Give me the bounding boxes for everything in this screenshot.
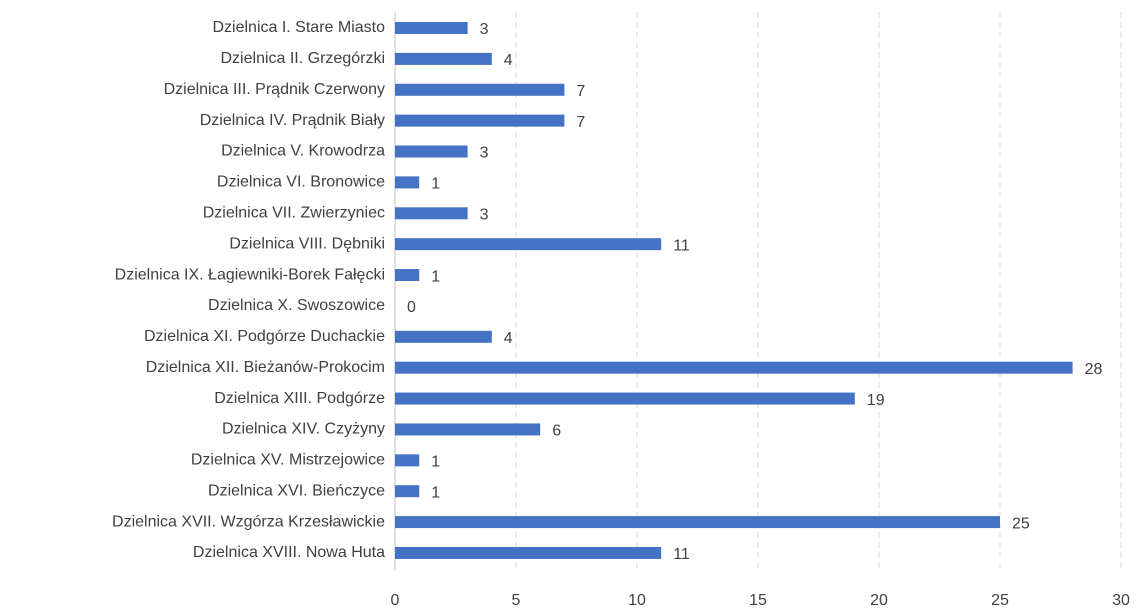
bar [395, 22, 468, 34]
data-label: 7 [576, 83, 585, 100]
data-label: 1 [431, 268, 440, 285]
y-tick-label: Dzielnica XI. Podgórze Duchackie [144, 328, 385, 345]
bar [395, 330, 492, 343]
data-label: 28 [1085, 361, 1103, 378]
x-tick-label: 20 [870, 592, 888, 609]
y-tick-label: Dzielnica IV. Prądnik Biały [200, 112, 385, 129]
y-tick-label: Dzielnica III. Prądnik Czerwony [164, 81, 385, 98]
data-label: 3 [480, 145, 489, 162]
data-label: 1 [431, 176, 440, 193]
bar [395, 392, 855, 405]
bar [395, 454, 420, 467]
y-tick-label: Dzielnica XV. Mistrzejowice [191, 452, 385, 469]
bar [395, 176, 420, 189]
x-tick-label: 0 [391, 592, 400, 609]
x-tick-label: 5 [512, 592, 521, 609]
bar [395, 361, 1073, 374]
y-tick-label: Dzielnica V. Krowodrza [221, 143, 385, 160]
y-tick-label: Dzielnica VIII. Dębniki [229, 235, 385, 252]
bar [395, 423, 541, 436]
data-label: 0 [407, 299, 416, 316]
y-tick-label: Dzielnica XII. Bieżanów-Prokocim [146, 359, 385, 376]
x-tick-label: 25 [991, 592, 1009, 609]
data-label: 19 [867, 392, 885, 409]
y-tick-label: Dzielnica I. Stare Miasto [212, 19, 385, 36]
bar [395, 52, 492, 65]
y-tick-label: Dzielnica XIV. Czyżyny [222, 421, 385, 438]
bar [395, 238, 662, 251]
data-label: 6 [552, 423, 561, 440]
x-tick-label: 30 [1112, 592, 1130, 609]
bar [395, 485, 420, 498]
y-tick-label: Dzielnica IX. Łagiewniki-Borek Fałęcki [115, 266, 385, 283]
bar [395, 145, 468, 158]
y-tick-label: Dzielnica XVI. Bieńczyce [208, 482, 385, 499]
data-label: 1 [431, 454, 440, 471]
data-label: 4 [504, 330, 513, 347]
bar [395, 516, 1000, 529]
bar [395, 546, 662, 559]
y-tick-label: Dzielnica XVII. Wzgórza Krzesławickie [112, 513, 385, 530]
data-label: 3 [480, 206, 489, 223]
y-tick-label: Dzielnica VII. Zwierzyniec [203, 204, 385, 221]
y-tick-label: Dzielnica II. Grzegórzki [221, 50, 386, 67]
data-label: 11 [673, 237, 690, 254]
y-tick-label: Dzielnica XVIII. Nowa Huta [193, 544, 385, 561]
bar [395, 269, 420, 282]
bar [395, 83, 565, 96]
x-tick-label: 10 [628, 592, 646, 609]
data-label: 11 [673, 546, 690, 563]
data-label: 3 [480, 21, 489, 38]
y-tick-label: Dzielnica XIII. Podgórze [214, 390, 385, 407]
bar [395, 114, 565, 127]
data-label: 7 [576, 114, 585, 131]
data-label: 4 [504, 52, 513, 69]
data-label: 25 [1012, 515, 1030, 532]
x-tick-label: 15 [749, 592, 767, 609]
bar [395, 207, 468, 220]
y-tick-label: Dzielnica X. Swoszowice [208, 297, 385, 314]
y-tick-label: Dzielnica VI. Bronowice [217, 174, 385, 191]
data-label: 1 [431, 484, 440, 501]
